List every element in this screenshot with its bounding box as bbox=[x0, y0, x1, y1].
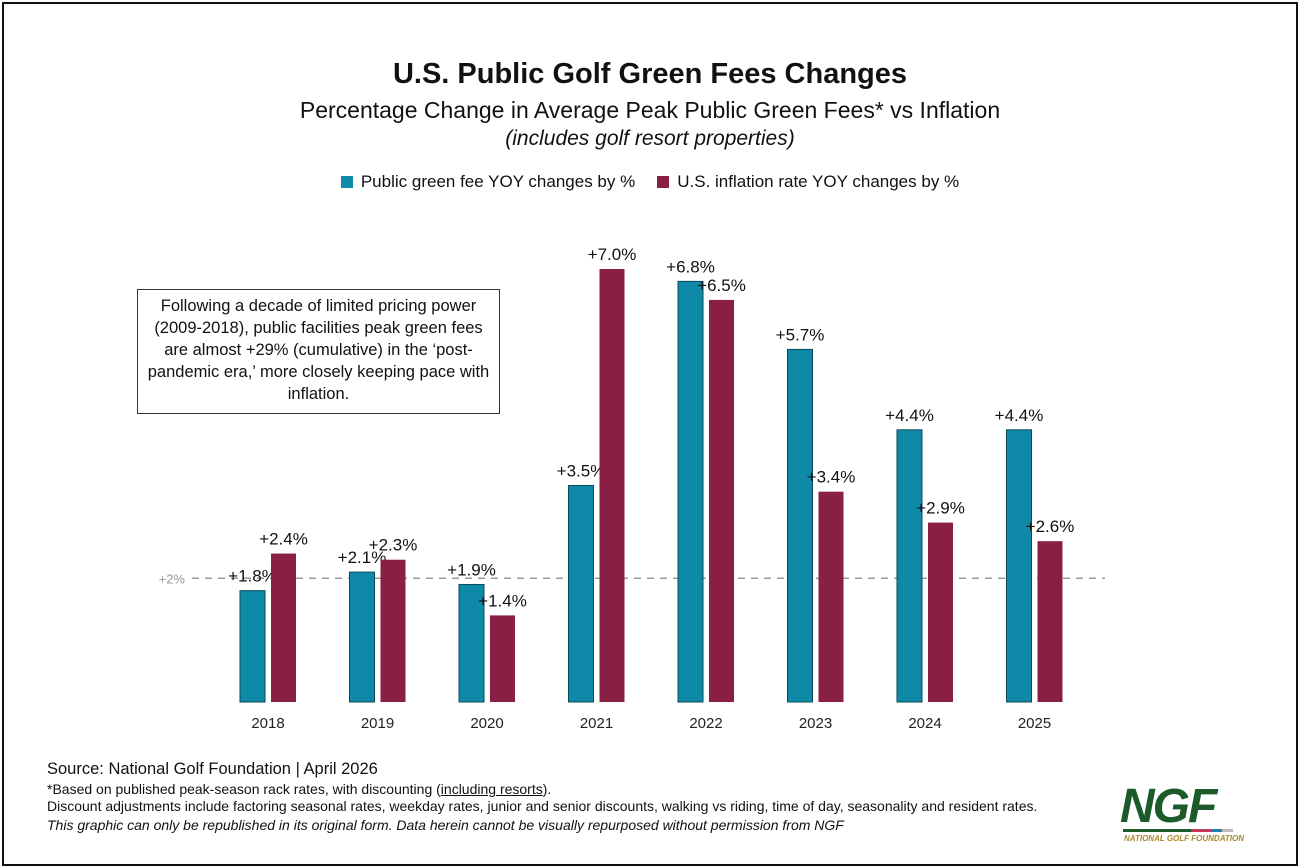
data-label: +2.4% bbox=[259, 530, 308, 549]
legend: Public green fee YOY changes by % U.S. i… bbox=[0, 172, 1300, 192]
bar-inflation-2019 bbox=[380, 559, 406, 702]
data-label: +4.4% bbox=[885, 406, 934, 425]
data-label: +3.4% bbox=[807, 468, 856, 487]
data-label: +6.5% bbox=[697, 276, 746, 295]
legend-label: Public green fee YOY changes by % bbox=[360, 172, 636, 191]
footnote-1: *Based on published peak-season rack rat… bbox=[47, 781, 551, 797]
data-label: +1.4% bbox=[478, 591, 527, 610]
source-text: Source: National Golf Foundation | April… bbox=[47, 760, 378, 778]
footnote-text: *Based on published peak-season rack rat… bbox=[47, 781, 441, 797]
bar-green-fee-2022 bbox=[677, 280, 704, 703]
data-label: +2.9% bbox=[916, 499, 965, 518]
bar-inflation-2022 bbox=[709, 299, 734, 702]
legend-swatch-green-fee bbox=[340, 176, 353, 188]
x-tick-label: 2019 bbox=[361, 715, 394, 732]
x-tick-label: 2020 bbox=[470, 715, 503, 732]
bar-inflation-2023 bbox=[818, 491, 844, 702]
data-label: +6.8% bbox=[666, 257, 715, 276]
chart-note: (includes golf resort properties) bbox=[505, 127, 795, 150]
legend-swatch-inflation bbox=[657, 176, 670, 188]
legend-label: U.S. inflation rate YOY changes by % bbox=[677, 172, 960, 191]
including-resorts-link[interactable]: including resorts bbox=[440, 781, 543, 797]
x-tick-label: 2018 bbox=[251, 715, 284, 732]
data-label: +1.8% bbox=[228, 567, 277, 586]
x-tick-label: 2021 bbox=[580, 715, 613, 732]
data-label: +2.6% bbox=[1026, 517, 1075, 536]
footnote-3: This graphic can only be republished in … bbox=[47, 817, 844, 833]
data-label: +5.7% bbox=[776, 325, 825, 344]
bar-inflation-2021 bbox=[599, 269, 625, 702]
footnote-2: Discount adjustments include factoring s… bbox=[47, 798, 1038, 814]
chart-title: U.S. Public Golf Green Fees Changes bbox=[392, 58, 908, 90]
legend-item-inflation: U.S. inflation rate YOY changes by % bbox=[657, 172, 959, 192]
bar-green-fee-2023 bbox=[787, 348, 813, 703]
reference-line-label: +2% bbox=[159, 571, 186, 586]
bar-green-fee-2019 bbox=[349, 571, 375, 703]
data-label: +2.3% bbox=[369, 536, 418, 555]
x-tick-label: 2025 bbox=[1018, 715, 1051, 732]
bar-inflation-2020 bbox=[490, 615, 515, 702]
data-label: +3.5% bbox=[557, 462, 606, 481]
legend-item-green-fee: Public green fee YOY changes by % bbox=[340, 172, 636, 192]
ngf-logo: NGF NATIONAL GOLF FOUNDATION bbox=[1120, 780, 1244, 844]
bar-green-fee-2024 bbox=[896, 429, 923, 703]
bar-inflation-2025 bbox=[1037, 541, 1063, 702]
chart-subtitle: Percentage Change in Average Peak Public… bbox=[299, 97, 1001, 123]
bar-green-fee-2020 bbox=[458, 583, 485, 703]
bar-inflation-2018 bbox=[271, 553, 296, 702]
bar-green-fee-2025 bbox=[1006, 429, 1032, 703]
bar-green-fee-2021 bbox=[568, 485, 594, 703]
data-label: +7.0% bbox=[588, 245, 637, 264]
x-tick-label: 2024 bbox=[908, 715, 941, 732]
bar-inflation-2024 bbox=[928, 522, 953, 702]
annotation-box: Following a decade of limited pricing po… bbox=[137, 289, 500, 414]
bar-green-fee-2018 bbox=[239, 590, 266, 703]
x-tick-label: 2022 bbox=[689, 715, 722, 732]
data-label: +2.1% bbox=[338, 548, 387, 567]
data-label: +4.4% bbox=[995, 406, 1044, 425]
x-tick-label: 2023 bbox=[799, 715, 832, 732]
data-label: +1.9% bbox=[447, 560, 496, 579]
footnote-text: ). bbox=[542, 781, 552, 797]
